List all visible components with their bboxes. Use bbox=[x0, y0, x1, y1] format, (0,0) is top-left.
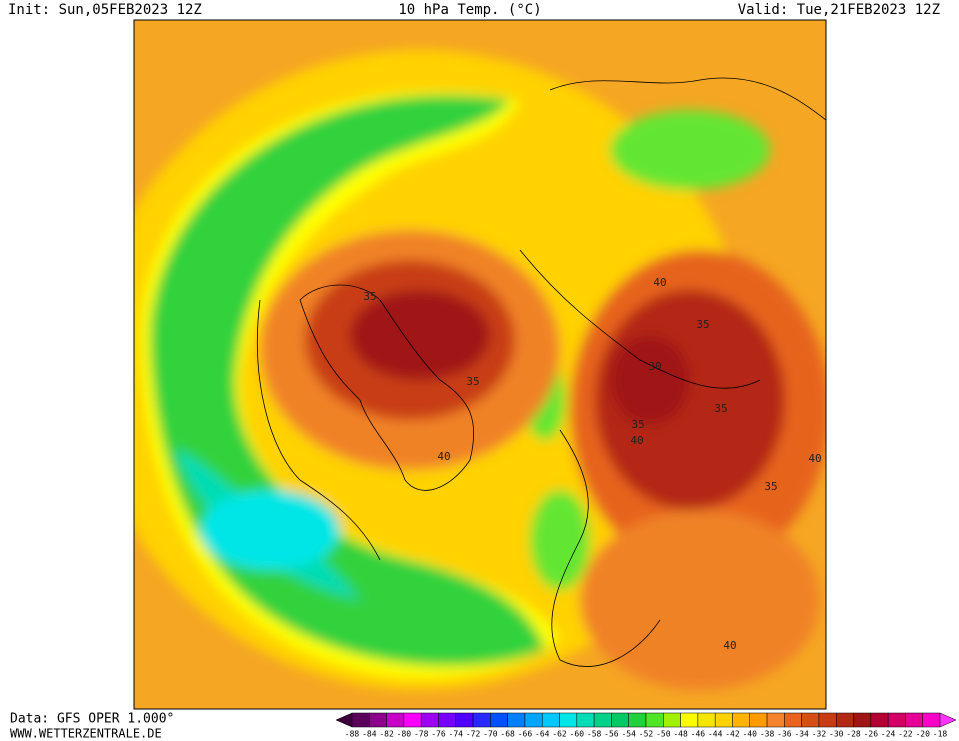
colorbar-label: -50 bbox=[656, 730, 671, 739]
contour-label: 35 bbox=[696, 318, 709, 331]
colorbar-box bbox=[835, 712, 854, 728]
colorbar-label: -56 bbox=[604, 730, 619, 739]
colorbar-label: -22 bbox=[898, 730, 913, 739]
colorbar-label: -18 bbox=[933, 730, 948, 739]
colorbar-box bbox=[870, 712, 889, 728]
colorbar-label: -42 bbox=[725, 730, 740, 739]
colorbar-label: -76 bbox=[431, 730, 446, 739]
contour-label: 40 bbox=[808, 452, 821, 465]
colorbar-box bbox=[403, 712, 422, 728]
colorbar-label: -54 bbox=[621, 730, 636, 739]
colorbar-label: -36 bbox=[777, 730, 792, 739]
colorbar-box bbox=[559, 712, 578, 728]
contour-label: 40 bbox=[653, 276, 666, 289]
colorbar-box bbox=[420, 712, 439, 728]
contour-label: 40 bbox=[437, 450, 450, 463]
colorbar-box bbox=[784, 712, 802, 728]
colorbar-label: -74 bbox=[449, 730, 464, 739]
colorbar-box bbox=[922, 712, 941, 728]
colorbar-label: -38 bbox=[760, 730, 775, 739]
colorbar-box bbox=[490, 712, 508, 728]
colorbar-label: -62 bbox=[552, 730, 567, 739]
colorbar-label: -68 bbox=[500, 730, 515, 739]
site-url: WWW.WETTERZENTRALE.DE bbox=[10, 727, 162, 741]
contour-label: 40 bbox=[723, 639, 736, 652]
colorbar-end bbox=[939, 712, 957, 728]
colorbar-label: -64 bbox=[535, 730, 550, 739]
colorbar-box bbox=[628, 712, 647, 728]
map-title: 10 hPa Temp. (°C) bbox=[398, 2, 541, 18]
colorbar-box bbox=[766, 712, 785, 728]
colorbar-box bbox=[351, 712, 370, 728]
colorbar-box bbox=[818, 712, 837, 728]
colorbar-box bbox=[386, 712, 405, 728]
colorbar-label: -24 bbox=[881, 730, 896, 739]
colorbar-box bbox=[663, 712, 681, 728]
contour-label: 35 bbox=[631, 418, 644, 431]
contour-label: 30 bbox=[648, 360, 661, 373]
colorbar-box bbox=[507, 712, 526, 728]
map-frame bbox=[133, 19, 827, 710]
colorbar-label: -28 bbox=[846, 730, 861, 739]
contour-label: 35 bbox=[466, 375, 479, 388]
contour-label: 35 bbox=[714, 402, 727, 415]
colorbar-label: -80 bbox=[397, 730, 412, 739]
map bbox=[134, 20, 826, 709]
colorbar-box bbox=[645, 712, 664, 728]
colorbar-box bbox=[853, 712, 872, 728]
colorbar-label: -66 bbox=[518, 730, 533, 739]
colorbar-label: -32 bbox=[812, 730, 827, 739]
colorbar-label: -48 bbox=[673, 730, 688, 739]
colorbar-label: -30 bbox=[829, 730, 844, 739]
colorbar-label: -72 bbox=[466, 730, 481, 739]
colorbar-label: -60 bbox=[570, 730, 585, 739]
colorbar-label: -46 bbox=[691, 730, 706, 739]
colorbar-box bbox=[732, 712, 751, 728]
colorbar-box bbox=[887, 712, 906, 728]
colorbar-box bbox=[611, 712, 629, 728]
colorbar-box bbox=[593, 712, 612, 728]
colorbar-end bbox=[335, 712, 353, 728]
colorbar-label: -44 bbox=[708, 730, 723, 739]
colorbar-label: -26 bbox=[864, 730, 879, 739]
colorbar-label: -52 bbox=[639, 730, 654, 739]
colorbar-box bbox=[438, 712, 457, 728]
colorbar-box bbox=[714, 712, 733, 728]
valid-text: Valid: Tue,21FEB2023 12Z bbox=[738, 2, 940, 18]
colorbar-box bbox=[541, 712, 560, 728]
colorbar-box bbox=[697, 712, 716, 728]
colorbar-label: -78 bbox=[414, 730, 429, 739]
colorbar-label: -40 bbox=[743, 730, 758, 739]
colorbar-box bbox=[576, 712, 595, 728]
contour-label: 35 bbox=[764, 480, 777, 493]
colorbar-box bbox=[455, 712, 474, 728]
colorbar-box bbox=[801, 712, 820, 728]
colorbar-box bbox=[524, 712, 543, 728]
colorbar-box bbox=[680, 712, 699, 728]
colorbar-label: -20 bbox=[915, 730, 930, 739]
init-text: Init: Sun,05FEB2023 12Z bbox=[8, 2, 202, 18]
colorbar-box bbox=[369, 712, 387, 728]
contour-label: 35 bbox=[363, 290, 376, 303]
colorbar-label: -58 bbox=[587, 730, 602, 739]
colorbar-label: -88 bbox=[345, 730, 360, 739]
data-source: Data: GFS OPER 1.000° bbox=[10, 712, 174, 727]
colorbar-label: -70 bbox=[483, 730, 498, 739]
colorbar-box bbox=[905, 712, 923, 728]
colorbar-label: -82 bbox=[379, 730, 394, 739]
contour-label: 40 bbox=[630, 434, 643, 447]
colorbar-label: -84 bbox=[362, 730, 377, 739]
colorbar-box bbox=[472, 712, 491, 728]
colorbar-label: -34 bbox=[794, 730, 809, 739]
colorbar-box bbox=[749, 712, 768, 728]
